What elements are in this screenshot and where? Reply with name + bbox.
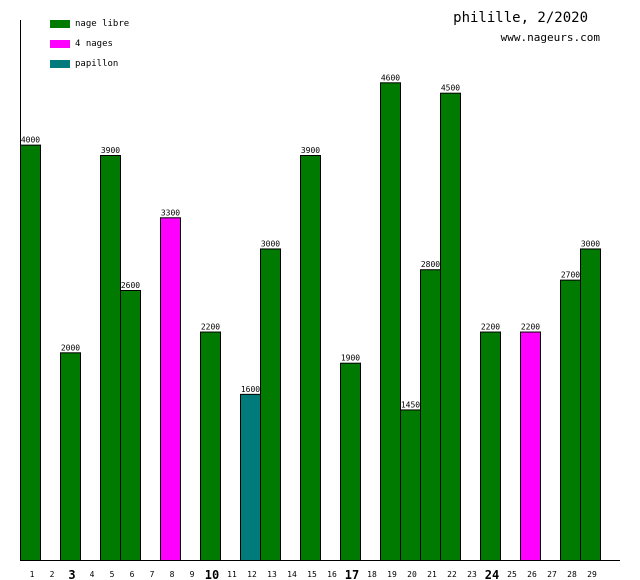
x-tick-label: 14 — [287, 570, 297, 579]
data-label: 2200 — [481, 323, 500, 332]
x-tick-label: 22 — [447, 570, 457, 579]
legend-item-4-nages: 4 nages — [50, 34, 129, 54]
data-label: 3900 — [101, 146, 120, 155]
legend-label: papillon — [75, 59, 119, 69]
bar — [480, 331, 501, 561]
x-tick-label: 3 — [68, 568, 75, 580]
legend-item-nage-libre: nage libre — [50, 14, 129, 34]
legend-swatch — [50, 40, 70, 48]
x-tick-label: 8 — [170, 570, 175, 579]
data-label: 2200 — [521, 323, 540, 332]
bar — [420, 269, 441, 561]
x-tick-label: 13 — [267, 570, 277, 579]
x-tick-label: 15 — [307, 570, 317, 579]
data-label: 1900 — [341, 354, 360, 363]
legend-item-papillon: papillon — [50, 54, 129, 74]
bar — [340, 362, 361, 562]
bar — [520, 331, 541, 561]
data-label: 2700 — [561, 271, 580, 280]
data-label: 3900 — [301, 146, 320, 155]
bar — [100, 155, 121, 561]
x-tick-label: 25 — [507, 570, 517, 579]
bar — [260, 248, 281, 561]
x-tick-label: 12 — [247, 570, 257, 579]
data-label: 2000 — [61, 343, 80, 352]
data-label: 4000 — [21, 136, 40, 145]
data-label: 3000 — [581, 239, 600, 248]
x-tick-label: 9 — [190, 570, 195, 579]
data-label: 4500 — [441, 84, 460, 93]
x-tick-label: 4 — [90, 570, 95, 579]
bar — [20, 144, 41, 561]
legend-swatch — [50, 20, 70, 28]
x-tick-label: 5 — [110, 570, 115, 579]
legend-swatch — [50, 60, 70, 68]
x-tick-label: 7 — [150, 570, 155, 579]
x-tick-label: 10 — [205, 568, 219, 580]
bar — [240, 393, 261, 561]
x-tick-label: 11 — [227, 570, 237, 579]
x-tick-label: 20 — [407, 570, 417, 579]
x-tick-label: 21 — [427, 570, 437, 579]
x-tick-label: 16 — [327, 570, 337, 579]
x-tick-label: 29 — [587, 570, 597, 579]
legend-label: nage libre — [75, 19, 130, 29]
data-label: 4600 — [381, 73, 400, 82]
bar — [440, 92, 461, 561]
x-tick-label: 19 — [387, 570, 397, 579]
bar — [580, 248, 601, 561]
x-tick-label: 23 — [467, 570, 477, 579]
data-label: 1450 — [401, 400, 420, 409]
bar — [60, 352, 81, 561]
x-tick-label: 17 — [345, 568, 359, 580]
bar — [380, 82, 401, 562]
x-tick-label: 18 — [367, 570, 377, 579]
site-url: www.nageurs.com — [500, 31, 600, 44]
data-label: 3000 — [261, 239, 280, 248]
data-label: 2800 — [421, 260, 440, 269]
data-label: 2600 — [121, 281, 140, 290]
x-tick-label: 2 — [50, 570, 55, 579]
bar — [560, 279, 581, 561]
x-tick-label: 1 — [30, 570, 35, 579]
bar — [400, 409, 421, 561]
chart-title: philille, 2/2020 — [453, 10, 588, 26]
x-tick-label: 27 — [547, 570, 557, 579]
data-label: 3300 — [161, 208, 180, 217]
data-label: 2200 — [201, 323, 220, 332]
bar — [120, 290, 141, 561]
bar — [200, 331, 221, 561]
x-tick-label: 28 — [567, 570, 577, 579]
x-tick-label: 6 — [130, 570, 135, 579]
bar — [300, 155, 321, 561]
x-tick-label: 26 — [527, 570, 537, 579]
x-tick-label: 24 — [485, 568, 499, 580]
data-label: 1600 — [241, 385, 260, 394]
legend-label: 4 nages — [75, 39, 113, 49]
bar — [160, 217, 181, 562]
legend: nage libre 4 nages papillon — [50, 14, 129, 74]
